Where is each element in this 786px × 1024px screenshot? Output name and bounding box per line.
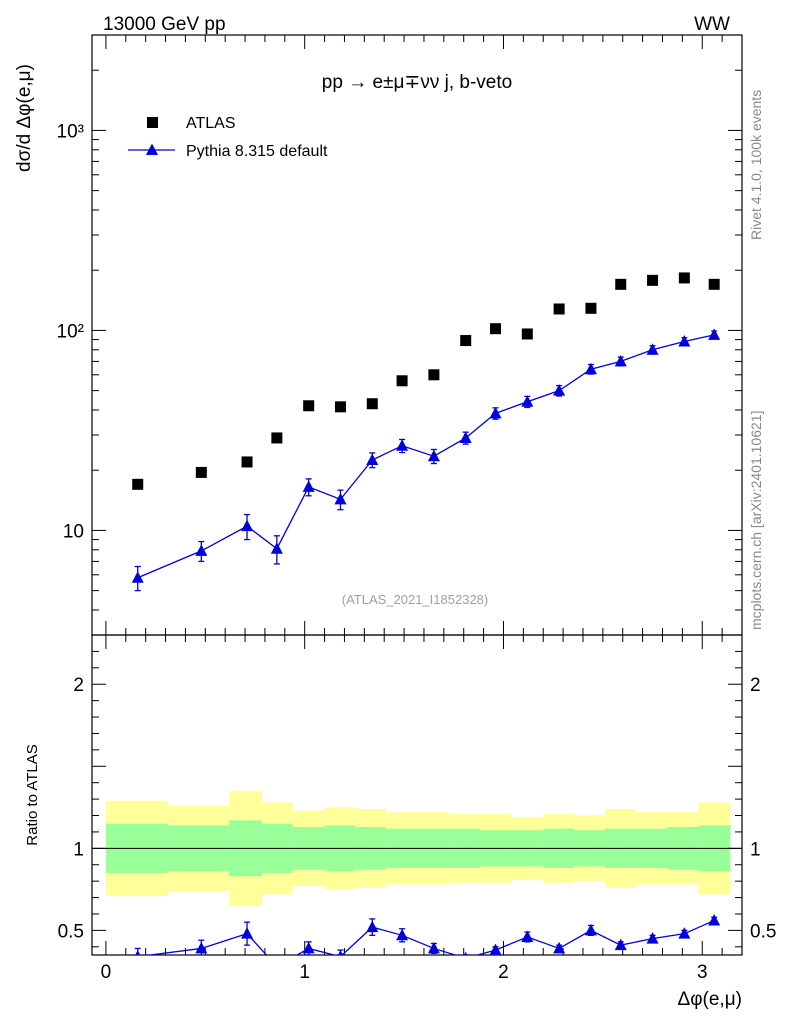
pythia-point xyxy=(459,431,472,443)
pythia-point xyxy=(489,406,502,419)
pythia-point xyxy=(614,354,627,367)
atlas-point xyxy=(521,328,533,340)
ratio-y-tick-label: 1 xyxy=(750,839,761,860)
main-ticks: 10 10² 10³ xyxy=(57,34,743,636)
ratio-panel: 0.5 0.5 1 1 2 2 Ratio to ATLAS xyxy=(24,634,776,972)
pythia-point xyxy=(646,343,659,355)
pythia-point xyxy=(427,449,440,462)
main-data-points xyxy=(131,272,721,592)
ratio-pythia-point xyxy=(646,932,659,944)
y-tick-label: 10 xyxy=(63,521,84,542)
x-tick-labels: 0 1 2 3 xyxy=(101,962,708,983)
atlas-point xyxy=(241,456,253,468)
ratio-pythia-line xyxy=(145,919,715,955)
legend-atlas-marker xyxy=(147,117,158,128)
ratio-pythia-point xyxy=(195,941,208,954)
pythia-point xyxy=(678,335,691,347)
beam-energy-label: 13000 GeV pp xyxy=(103,14,226,35)
y-tick-label: 10³ xyxy=(57,121,84,142)
ratio-data-points xyxy=(134,914,721,972)
pythia-point xyxy=(302,480,315,492)
x-tick-label: 2 xyxy=(498,962,509,983)
ratio-y-tick-label: 0.5 xyxy=(750,921,776,942)
rivet-version-label: Rivet 4.1.0, 100k events xyxy=(748,90,764,240)
atlas-point xyxy=(647,274,659,286)
ratio-y-tick-label: 1 xyxy=(73,839,84,860)
main-y-axis-label: dσ/d Δφ(e,μ) xyxy=(14,64,35,172)
ratio-pythia-point xyxy=(584,923,597,936)
legend-pythia-label: Pythia 8.315 default xyxy=(186,143,328,160)
ratio-y-tick-label: 2 xyxy=(750,675,761,696)
ratio-pythia-point xyxy=(302,941,315,954)
atlas-point xyxy=(271,432,283,444)
ratio-ticks: 0.5 0.5 1 1 2 2 xyxy=(58,635,776,955)
ratio-pythia-point xyxy=(271,960,283,972)
atlas-point xyxy=(195,466,207,478)
ratio-y-tick-label: 0.5 xyxy=(58,921,84,942)
atlas-point xyxy=(708,278,720,290)
x-tick-label: 1 xyxy=(299,962,310,983)
analysis-watermark: (ATLAS_2021_I1852328) xyxy=(342,592,488,607)
legend-atlas-label: ATLAS xyxy=(186,115,236,132)
pythia-point xyxy=(708,328,721,340)
ratio-pythia-point xyxy=(614,938,627,951)
ratio-pythia-point xyxy=(678,927,691,939)
pythia-point xyxy=(521,395,534,407)
ratio-pythia-point xyxy=(464,951,468,955)
ratio-y-tick-label: 2 xyxy=(73,675,84,696)
legend-pythia-marker xyxy=(146,143,158,155)
ratio-pythia-point xyxy=(241,927,254,939)
ratio-pythia-point xyxy=(337,950,344,955)
atlas-point xyxy=(396,375,408,387)
x-tick-label: 3 xyxy=(697,962,708,983)
pythia-point xyxy=(334,492,347,505)
main-panel: 10 10² 10³ pp → e±μ∓νν j, b-veto dσ/d Δφ(e… xyxy=(14,34,743,636)
atlas-point xyxy=(132,478,144,490)
ratio-pythia-point xyxy=(521,930,534,942)
pythia-point xyxy=(396,439,409,451)
process-label: WW xyxy=(694,14,730,35)
ratio-pythia-point xyxy=(708,914,721,926)
atlas-point xyxy=(490,323,502,335)
ratio-pythia-point xyxy=(135,950,141,955)
atlas-point xyxy=(428,369,440,381)
atlas-point xyxy=(334,401,346,413)
pythia-point xyxy=(195,544,208,556)
ratio-pythia-point xyxy=(489,943,502,955)
pythia-point xyxy=(553,384,566,396)
atlas-point xyxy=(366,398,378,410)
atlas-point xyxy=(303,400,315,412)
ratio-y-axis-label: Ratio to ATLAS xyxy=(24,744,41,845)
pythia-point xyxy=(584,362,597,375)
atlas-point xyxy=(585,302,597,314)
legend: ATLAS Pythia 8.315 default xyxy=(128,115,328,160)
ratio-frame xyxy=(91,634,743,956)
ratio-pythia-point xyxy=(366,920,379,933)
x-tick-label: 0 xyxy=(101,962,112,983)
ratio-pythia-point xyxy=(396,928,409,941)
ratio-pythia-point xyxy=(553,941,566,954)
x-axis-label: Δφ(e,μ) xyxy=(678,989,742,1010)
ratio-pythia-point xyxy=(427,941,440,954)
pythia-point xyxy=(241,519,254,532)
pythia-point xyxy=(270,542,283,554)
pythia-point xyxy=(131,571,144,583)
atlas-point xyxy=(615,278,627,290)
pythia-line xyxy=(137,334,715,579)
atlas-point xyxy=(678,272,690,284)
mcplots-credit-label: mcplots.cern.ch [arXiv:2401.10621] xyxy=(748,411,764,630)
plot-title: pp → e±μ∓νν j, b-veto xyxy=(322,72,512,93)
atlas-point xyxy=(553,303,565,315)
pythia-point xyxy=(366,453,379,465)
y-tick-label: 10² xyxy=(57,321,84,342)
atlas-point xyxy=(460,335,472,347)
